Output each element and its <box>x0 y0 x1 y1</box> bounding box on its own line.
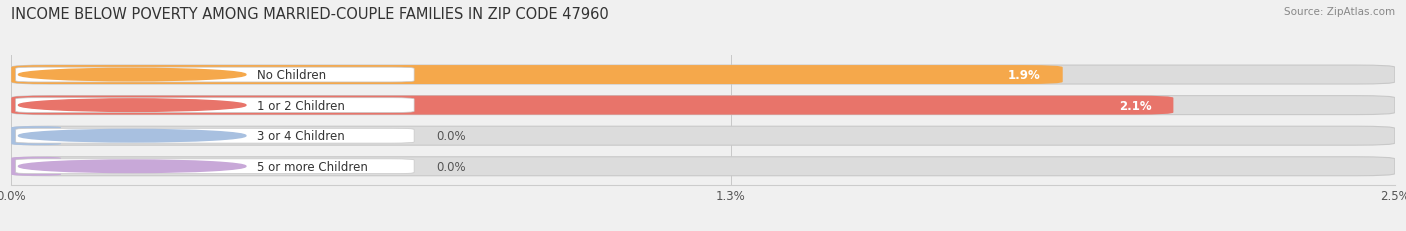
FancyBboxPatch shape <box>11 157 60 176</box>
FancyBboxPatch shape <box>11 157 1395 176</box>
FancyBboxPatch shape <box>15 98 415 113</box>
FancyBboxPatch shape <box>15 68 415 83</box>
FancyBboxPatch shape <box>11 66 1395 85</box>
FancyBboxPatch shape <box>11 66 1063 85</box>
Text: Source: ZipAtlas.com: Source: ZipAtlas.com <box>1284 7 1395 17</box>
FancyBboxPatch shape <box>11 127 1395 146</box>
Text: 2.1%: 2.1% <box>1119 99 1152 112</box>
Text: INCOME BELOW POVERTY AMONG MARRIED-COUPLE FAMILIES IN ZIP CODE 47960: INCOME BELOW POVERTY AMONG MARRIED-COUPL… <box>11 7 609 22</box>
Text: 5 or more Children: 5 or more Children <box>257 160 368 173</box>
Text: 3 or 4 Children: 3 or 4 Children <box>257 130 344 143</box>
Text: 1.9%: 1.9% <box>1008 69 1040 82</box>
Text: 0.0%: 0.0% <box>436 130 465 143</box>
FancyBboxPatch shape <box>11 127 60 146</box>
Text: No Children: No Children <box>257 69 326 82</box>
Text: 1 or 2 Children: 1 or 2 Children <box>257 99 344 112</box>
Circle shape <box>18 160 246 173</box>
Circle shape <box>18 130 246 142</box>
FancyBboxPatch shape <box>11 96 1395 115</box>
FancyBboxPatch shape <box>11 96 1174 115</box>
FancyBboxPatch shape <box>15 159 415 174</box>
Circle shape <box>18 99 246 112</box>
FancyBboxPatch shape <box>15 129 415 143</box>
Circle shape <box>18 69 246 82</box>
Text: 0.0%: 0.0% <box>436 160 465 173</box>
